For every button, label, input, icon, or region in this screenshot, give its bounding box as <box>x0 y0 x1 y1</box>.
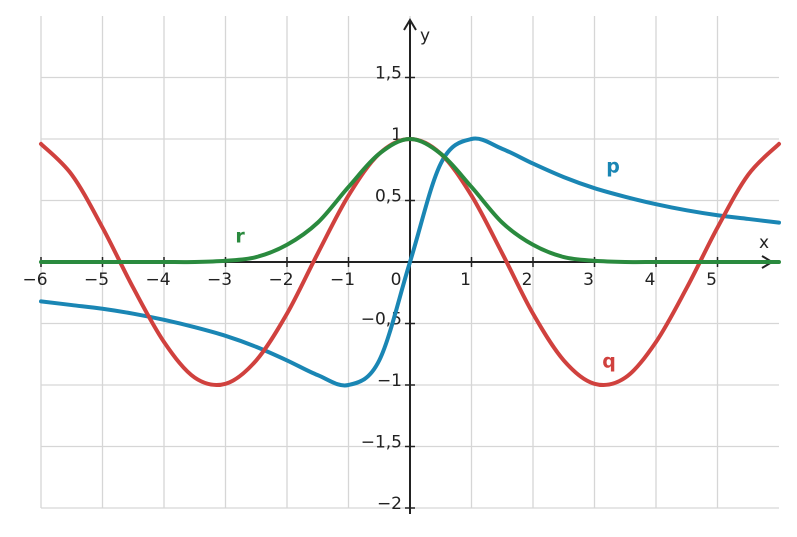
x-axis-label: x <box>759 233 769 253</box>
x-tick-label: 0 <box>391 270 402 290</box>
x-tick-label: 4 <box>645 270 656 290</box>
y-tick-label: 0,5 <box>375 187 402 207</box>
curve-name: r <box>235 226 245 248</box>
curve-name: q <box>602 351 616 373</box>
x-tick-label: −2 <box>268 270 293 290</box>
y-tick-label: −1,5 <box>361 433 402 453</box>
y-tick-label: −2 <box>377 494 402 514</box>
x-tick-label: −4 <box>145 270 170 290</box>
y-tick-label: 1,5 <box>375 64 402 84</box>
y-tick-label: 1 <box>391 125 402 145</box>
x-tick-label: −1 <box>330 270 355 290</box>
curve-name: p <box>606 156 620 178</box>
y-tick-label: −1 <box>377 371 402 391</box>
x-tick-label: −5 <box>84 270 109 290</box>
x-tick-label: 2 <box>522 270 533 290</box>
y-arrow <box>403 18 417 31</box>
x-tick-label: 1 <box>460 270 471 290</box>
x-tick-label: −3 <box>207 270 232 290</box>
curve <box>39 136 781 388</box>
x-tick-label: −6 <box>22 270 47 290</box>
x-tick-label: 5 <box>706 270 717 290</box>
x-tick-label: 3 <box>583 270 594 290</box>
curve <box>39 137 781 265</box>
y-axis-label: y <box>420 26 430 46</box>
